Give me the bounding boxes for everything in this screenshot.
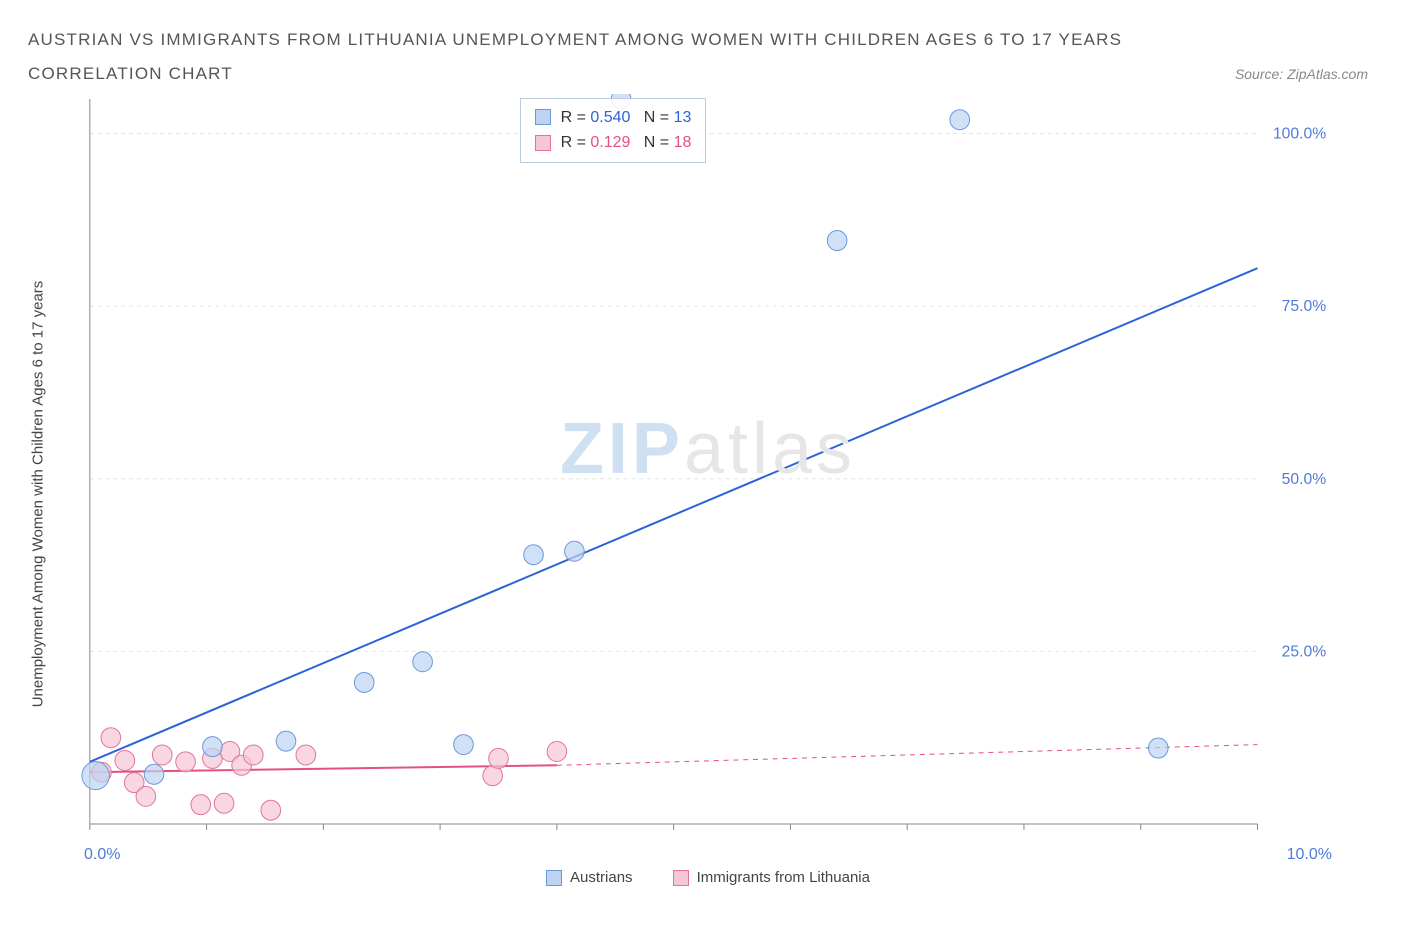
scatter-svg: 25.0% 50.0% 75.0% 100.0% <box>80 94 1336 834</box>
svg-text:75.0%: 75.0% <box>1282 298 1327 315</box>
stats-row: R = 0.129 N = 18 <box>535 130 692 156</box>
chart-title: AUSTRIAN VS IMMIGRANTS FROM LITHUANIA UN… <box>28 30 1376 50</box>
chart-subtitle: CORRELATION CHART <box>28 64 233 84</box>
chart-container: AUSTRIAN VS IMMIGRANTS FROM LITHUANIA UN… <box>0 0 1406 930</box>
x-axis-tick-start: 0.0% <box>84 846 120 864</box>
source-label: Source: ZipAtlas.com <box>1235 66 1368 82</box>
stats-swatch <box>535 109 551 125</box>
legend-swatch <box>546 870 562 886</box>
legend-label: Austrians <box>570 869 633 886</box>
legend-item: Immigrants from Lithuania <box>673 869 870 886</box>
stats-swatch <box>535 135 551 151</box>
stats-text: R = 0.540 N = 13 <box>561 105 692 131</box>
plot-area: 25.0%50.0%75.0%100.0% ZIPatlas R = 0.540… <box>80 94 1336 834</box>
legend-swatch <box>673 870 689 886</box>
svg-text:25.0%: 25.0% <box>1282 643 1327 660</box>
y-axis-label: Unemployment Among Women with Children A… <box>30 281 47 708</box>
svg-text:100.0%: 100.0% <box>1273 125 1326 142</box>
legend-item: Austrians <box>546 869 633 886</box>
svg-text:50.0%: 50.0% <box>1282 471 1327 488</box>
stats-row: R = 0.540 N = 13 <box>535 105 692 131</box>
subtitle-row: CORRELATION CHART Source: ZipAtlas.com <box>28 64 1368 84</box>
x-axis-legend: Austrians Immigrants from Lithuania <box>80 869 1336 886</box>
stats-text: R = 0.129 N = 18 <box>561 130 692 156</box>
chart-wrap: Unemployment Among Women with Children A… <box>20 94 1376 894</box>
x-axis-tick-end: 10.0% <box>1287 846 1332 864</box>
stats-legend-box: R = 0.540 N = 13R = 0.129 N = 18 <box>520 98 707 163</box>
legend-label: Immigrants from Lithuania <box>697 869 870 886</box>
